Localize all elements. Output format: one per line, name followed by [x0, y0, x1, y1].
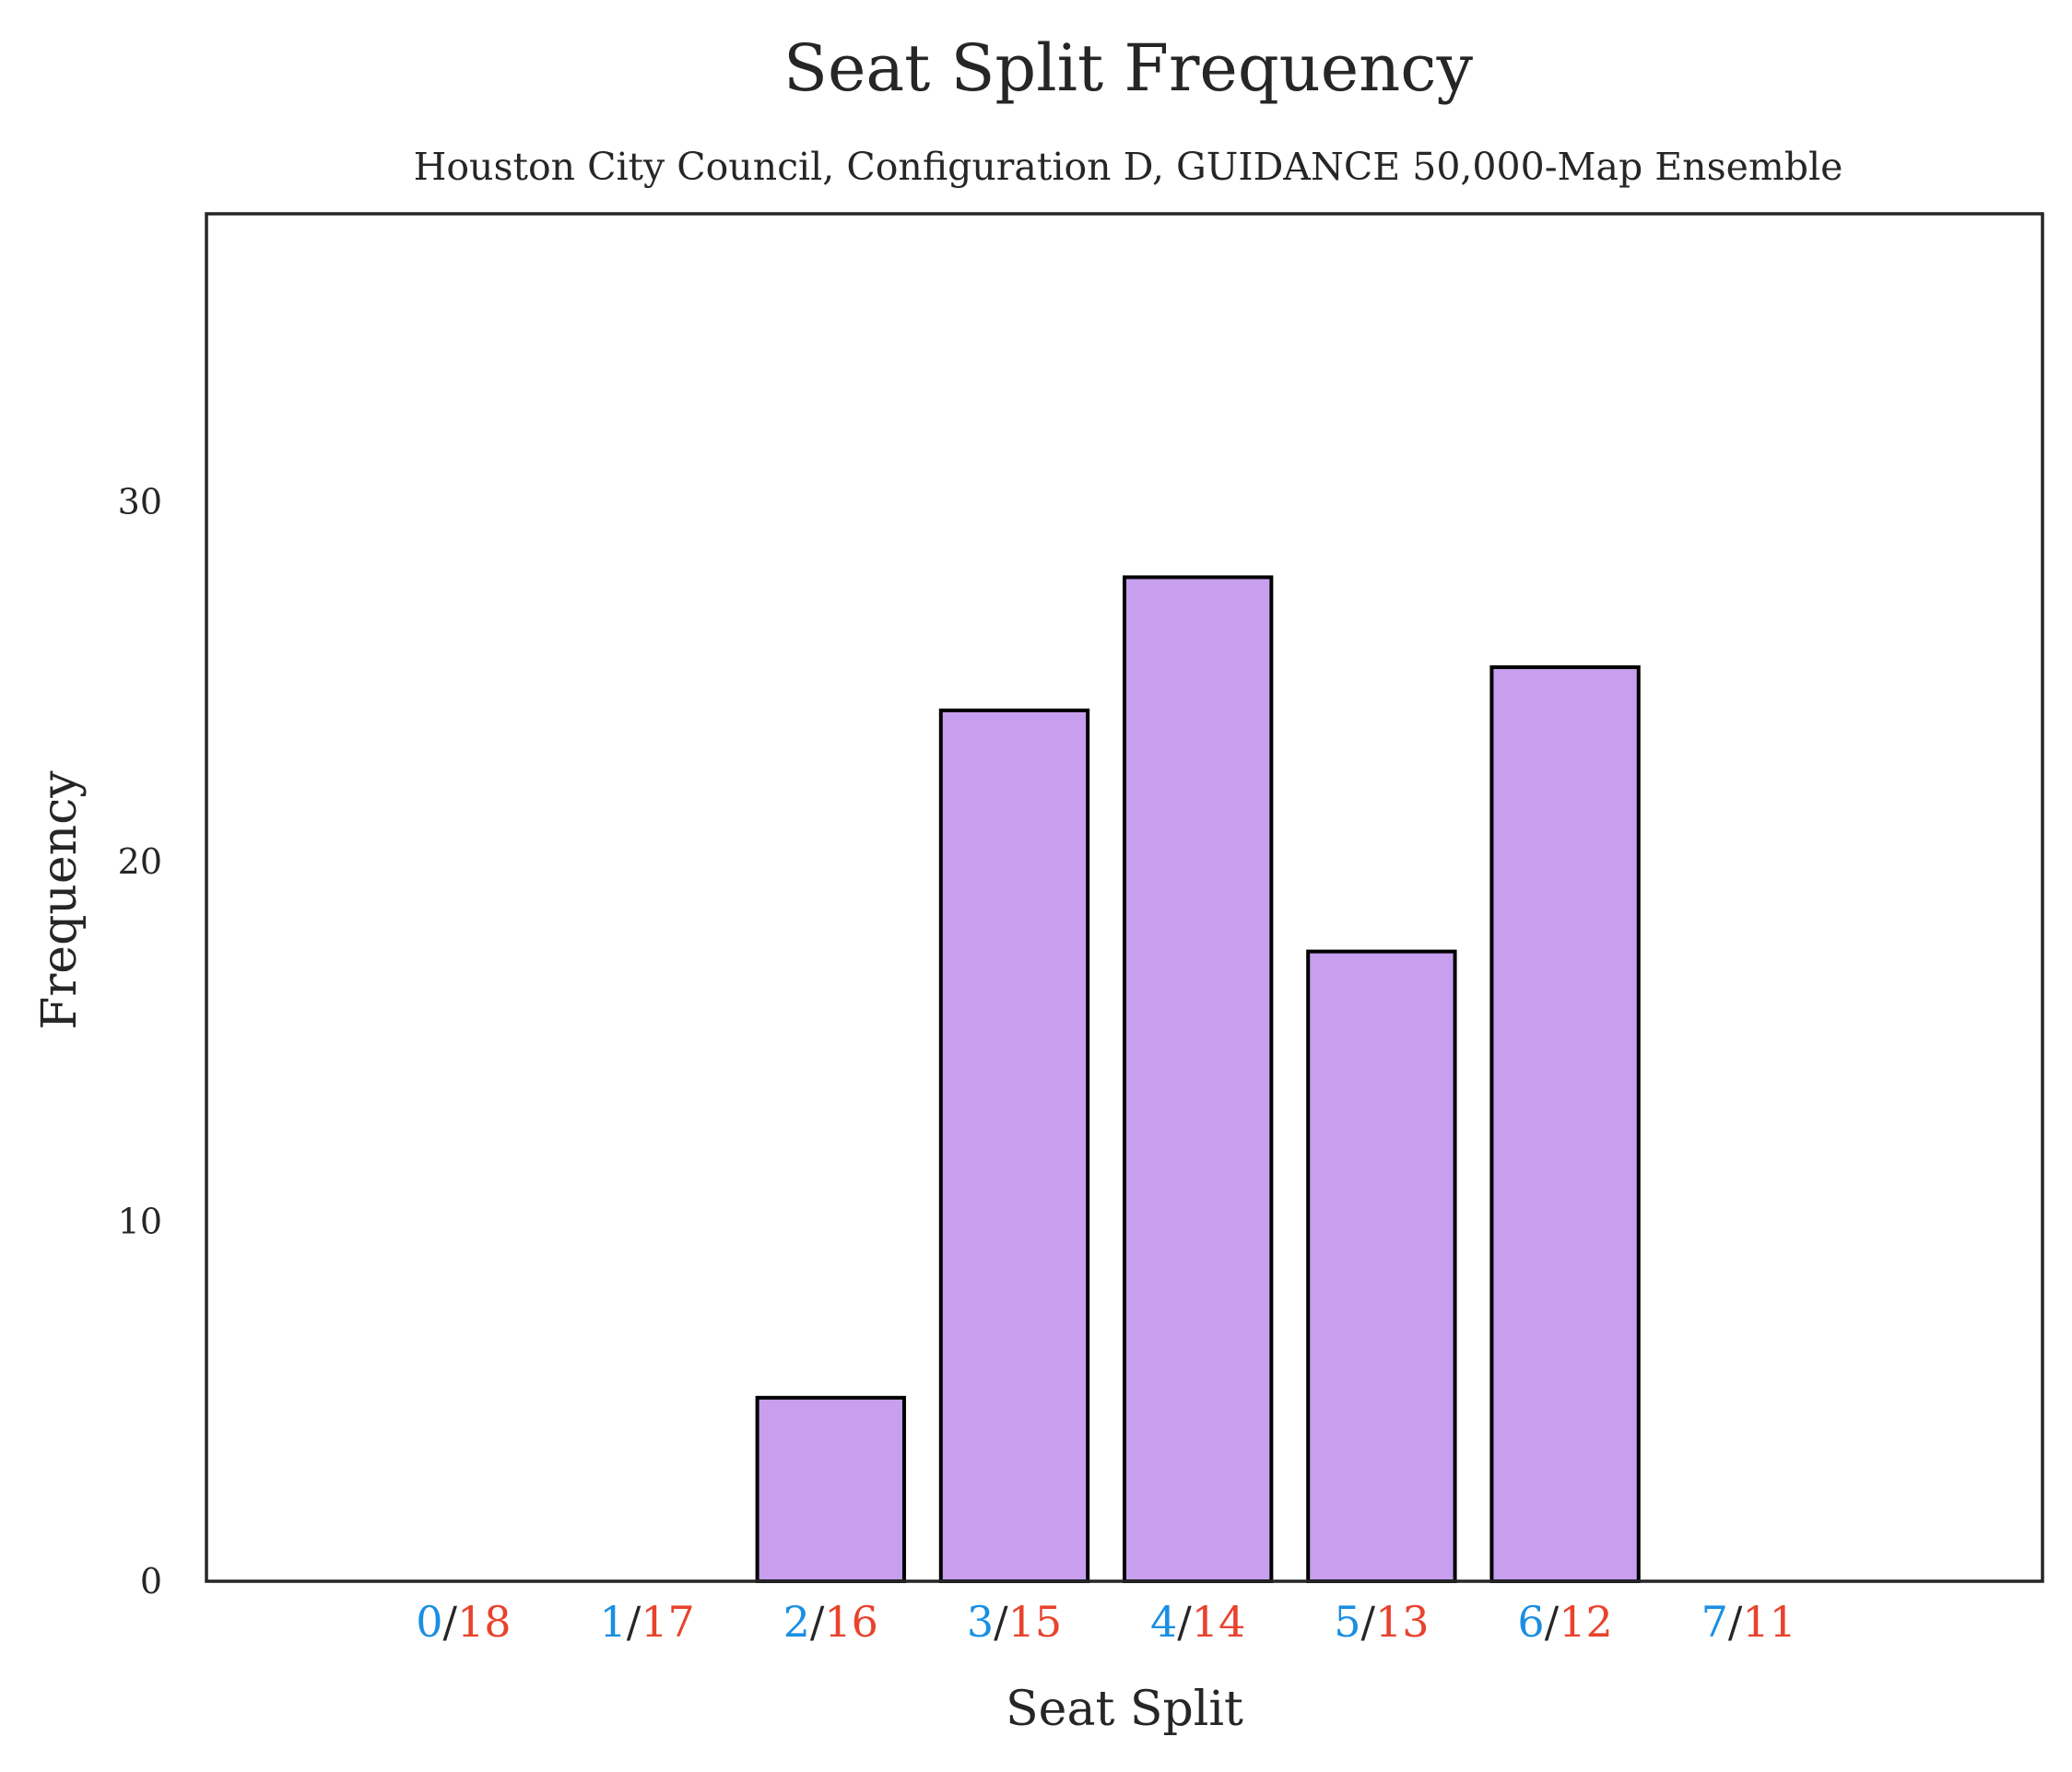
x-tick-separator: /	[1360, 1597, 1375, 1647]
x-tick-label: 6/12	[1517, 1597, 1612, 1647]
x-tick-left-number: 7	[1701, 1597, 1728, 1647]
x-tick-left-number: 1	[599, 1597, 626, 1647]
x-tick-left-number: 3	[967, 1597, 994, 1647]
y-tick-label: 20	[118, 841, 162, 882]
x-tick-right-number: 15	[1008, 1597, 1063, 1647]
x-tick-left-number: 2	[783, 1597, 810, 1647]
x-tick-label: 2/16	[783, 1597, 878, 1647]
x-tick-label: 4/14	[1150, 1597, 1245, 1647]
x-tick-separator: /	[442, 1597, 457, 1647]
x-axis-label: Seat Split	[1006, 1682, 1243, 1737]
plot-frame	[205, 212, 2044, 1583]
x-tick-label: 0/18	[416, 1597, 511, 1647]
y-tick-label: 0	[140, 1561, 162, 1602]
bars	[755, 575, 1641, 1584]
x-tick-separator: /	[994, 1597, 1008, 1647]
x-tick-label: 1/17	[599, 1597, 694, 1647]
x-tick-right-number: 11	[1742, 1597, 1796, 1647]
x-tick-right-number: 17	[641, 1597, 695, 1647]
bar-5-13	[1306, 949, 1457, 1584]
x-tick-right-number: 12	[1559, 1597, 1613, 1647]
x-tick-separator: /	[1728, 1597, 1743, 1647]
chart-subtitle: Houston City Council, Configuration D, G…	[414, 145, 1843, 189]
bar-3-15	[938, 708, 1090, 1583]
x-tick-separator: /	[1545, 1597, 1560, 1647]
y-axis-ticks: 0 10 20 30	[118, 481, 162, 1602]
chart-title: Seat Split Frequency	[783, 30, 1473, 106]
x-tick-left-number: 6	[1517, 1597, 1544, 1647]
x-tick-left-number: 4	[1150, 1597, 1177, 1647]
y-tick-label: 30	[118, 481, 162, 522]
x-tick-right-number: 16	[824, 1597, 878, 1647]
x-tick-separator: /	[1177, 1597, 1192, 1647]
x-tick-right-number: 18	[457, 1597, 512, 1647]
bar-4-14	[1123, 575, 1274, 1584]
bar-2-16	[755, 1395, 906, 1583]
y-axis-label: Frequency	[32, 770, 88, 1030]
x-tick-right-number: 13	[1375, 1597, 1430, 1647]
x-tick-left-number: 5	[1334, 1597, 1360, 1647]
bar-6-12	[1489, 665, 1641, 1583]
x-tick-separator: /	[810, 1597, 825, 1647]
x-tick-right-number: 14	[1192, 1597, 1246, 1647]
y-tick-label: 10	[118, 1201, 162, 1241]
x-tick-label: 3/15	[967, 1597, 1062, 1647]
x-tick-separator: /	[627, 1597, 642, 1647]
x-tick-label: 5/13	[1334, 1597, 1429, 1647]
x-tick-left-number: 0	[416, 1597, 442, 1647]
x-axis-ticks: 0/18 1/17 2/16 3/15 4/14 5/13 6/12 7/11	[416, 1597, 1796, 1647]
x-tick-label: 7/11	[1701, 1597, 1796, 1647]
